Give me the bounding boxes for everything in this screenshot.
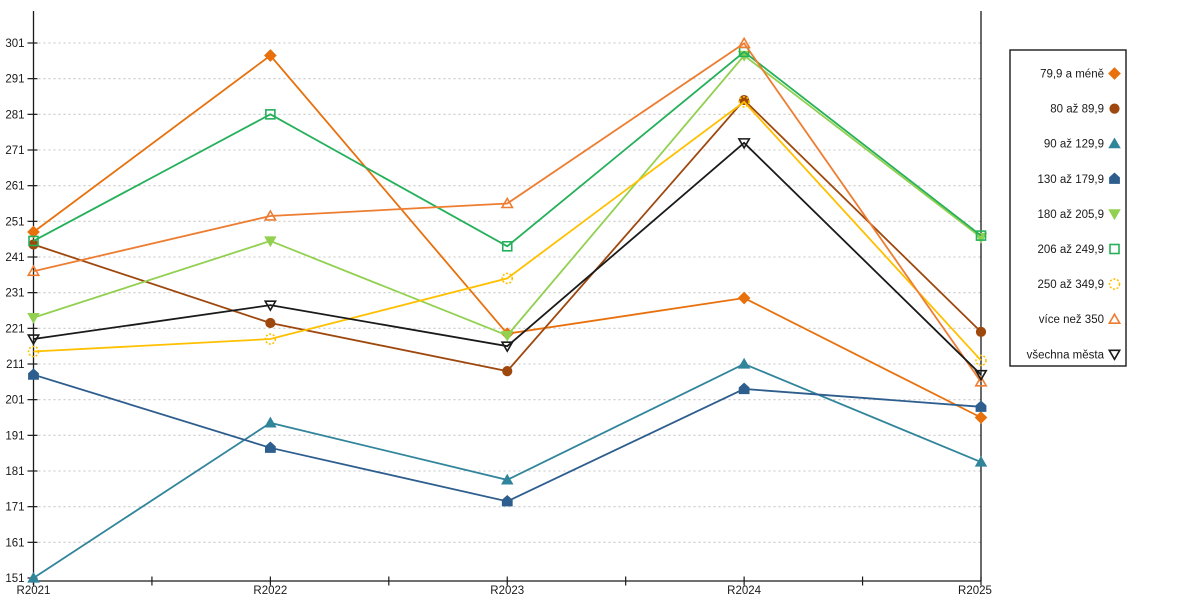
series-1-point-0	[28, 239, 39, 250]
y-tick-label: 191	[5, 430, 24, 442]
legend-label: 180 až 205,9	[1037, 209, 1104, 221]
series-2-point-1	[264, 416, 277, 428]
y-tick-label: 181	[5, 466, 24, 478]
series-4-point-4	[974, 232, 988, 244]
x-tick-label: R2022	[253, 585, 287, 597]
series-line-5	[33, 50, 982, 248]
series-8-point-2	[500, 341, 514, 353]
series-1-point-4	[975, 326, 987, 337]
series-1-point-1	[265, 317, 276, 329]
y-tick-label: 221	[5, 323, 24, 335]
series-3-point-3	[738, 382, 750, 395]
series-3-point-4	[975, 400, 987, 412]
series-6-point-4	[975, 354, 987, 367]
y-tick-label: 301	[5, 38, 24, 50]
series-6-point-1	[264, 333, 277, 345]
y-tick-label: 231	[5, 288, 24, 300]
series-2-point-3	[737, 357, 751, 369]
legend-marker-icon	[1108, 67, 1121, 80]
legend-label: všechna města	[1027, 349, 1105, 361]
legend-box	[1009, 49, 1127, 367]
x-tick-label: R2023	[490, 585, 524, 597]
legend-label: 130 až 179,9	[1037, 174, 1104, 186]
x-tick-label: R2025	[958, 585, 992, 597]
y-tick-label: 281	[5, 109, 24, 121]
series-line-6	[33, 100, 982, 362]
series-line-8	[33, 141, 982, 376]
series-4-point-2	[501, 330, 514, 342]
y-tick-label: 151	[5, 573, 24, 585]
y-tick-label: 241	[5, 252, 24, 264]
legend-marker-icon	[1109, 243, 1120, 255]
y-tick-label: 251	[5, 216, 24, 228]
series-4-point-1	[264, 236, 277, 248]
legend-marker-icon	[1109, 103, 1120, 114]
series-5-point-0	[28, 235, 39, 247]
legend-label: 206 až 249,9	[1037, 244, 1104, 256]
series-0-point-4	[974, 411, 988, 424]
x-tick-label: R2024	[727, 585, 761, 597]
legend-marker-icon	[1107, 349, 1122, 361]
series-0-point-0	[27, 225, 40, 239]
series-3-point-1	[264, 441, 276, 453]
series-7-point-4	[974, 375, 988, 387]
series-8-point-3	[737, 138, 751, 150]
series-6-point-2	[501, 272, 514, 285]
series-8-point-4	[974, 369, 988, 382]
series-2-point-0	[27, 571, 40, 583]
legend-marker-icon	[1108, 137, 1121, 149]
series-line-7	[33, 42, 982, 383]
y-tick-label: 161	[5, 537, 24, 549]
legend-label: 80 až 89,9	[1050, 104, 1104, 116]
series-3-point-0	[28, 368, 39, 380]
series-line-4	[33, 54, 982, 337]
series-7-point-1	[263, 209, 277, 221]
legend-marker-icon	[1108, 278, 1121, 290]
legend-label: více než 350	[1039, 314, 1104, 326]
y-tick-label: 211	[6, 359, 24, 371]
y-tick-label: 201	[5, 395, 24, 407]
y-tick-label: 291	[5, 74, 24, 86]
series-5-point-1	[265, 109, 276, 120]
legend-marker-icon	[1108, 209, 1121, 221]
series-7-point-3	[737, 36, 751, 49]
series-0-point-1	[264, 49, 277, 62]
y-tick-label: 171	[5, 502, 24, 514]
series-6-point-3	[738, 96, 750, 108]
series-6-point-0	[27, 345, 40, 358]
series-2-point-2	[501, 473, 514, 485]
y-tick-label: 261	[5, 181, 24, 193]
legend-label: 79,9 a méně	[1040, 69, 1104, 81]
legend-marker-icon	[1107, 312, 1122, 325]
y-tick-label: 271	[5, 145, 24, 157]
series-2-point-4	[974, 455, 988, 467]
series-8-point-0	[26, 334, 41, 346]
series-0-point-3	[737, 291, 751, 305]
series-4-point-0	[27, 313, 40, 324]
legend-label: 90 až 129,9	[1044, 139, 1104, 151]
x-tick-label: R2021	[17, 585, 51, 597]
series-5-point-2	[501, 241, 513, 252]
series-5-point-4	[975, 230, 987, 241]
series-7-point-2	[500, 196, 514, 209]
series-3-point-2	[501, 495, 513, 507]
series-8-point-1	[263, 300, 277, 312]
series-1-point-2	[502, 366, 513, 377]
legend-marker-icon	[1109, 172, 1120, 184]
series-7-point-0	[26, 264, 41, 277]
legend-label: 250 až 349,9	[1037, 279, 1104, 291]
